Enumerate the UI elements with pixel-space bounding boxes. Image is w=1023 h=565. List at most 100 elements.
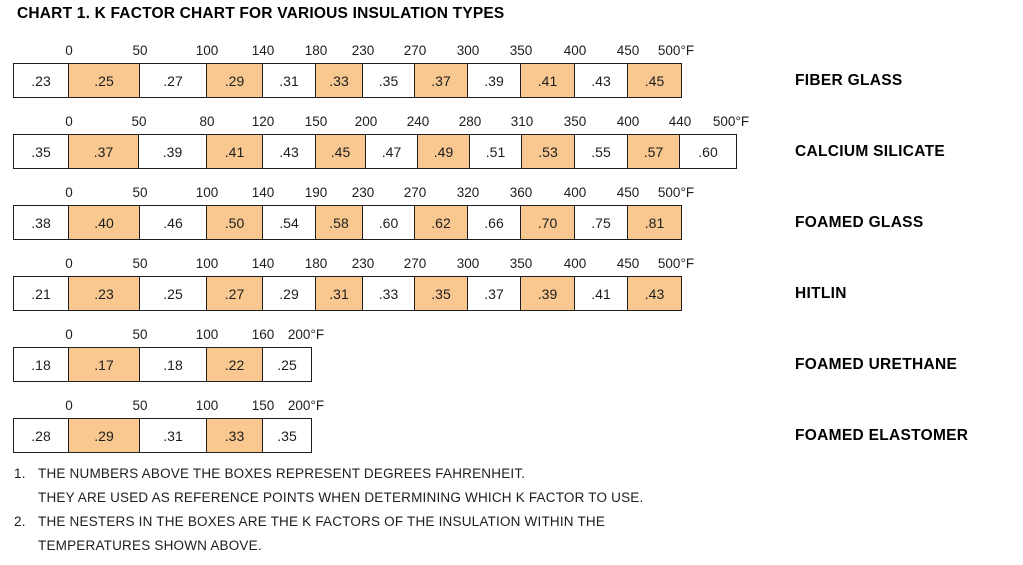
- temp-label: 100: [195, 256, 219, 271]
- kfactor-cell: .17: [68, 347, 140, 382]
- kfactor-cell: .75: [574, 205, 628, 240]
- temp-label: 0: [65, 185, 73, 200]
- temp-label: 230: [351, 43, 375, 58]
- kfactor-boxes: .35.37.39.41.43.45.47.49.51.53.55.57.60: [13, 134, 737, 169]
- kfactor-cell: .43: [627, 276, 682, 311]
- temp-label: 400: [563, 43, 587, 58]
- temp-label: 320: [456, 185, 480, 200]
- temp-label: 150: [304, 114, 328, 129]
- chart-notes: 1. THE NUMBERS ABOVE THE BOXES REPRESENT …: [14, 462, 643, 558]
- temp-label: 180: [304, 43, 328, 58]
- temp-label: 360: [509, 185, 533, 200]
- temp-scale: 0 50 100 140 180 230 270 300 350 400 450 500°F: [13, 255, 694, 272]
- temp-label: 450: [616, 185, 640, 200]
- kfactor-cell: .43: [574, 63, 628, 98]
- kfactor-cell: .41: [206, 134, 263, 169]
- kfactor-cell: .62: [414, 205, 468, 240]
- kfactor-cell: .51: [469, 134, 522, 169]
- note-lines: THE NUMBERS ABOVE THE BOXES REPRESENT DE…: [38, 462, 643, 509]
- insulation-type-label: FOAMED GLASS: [795, 213, 924, 231]
- kfactor-cell: .33: [315, 63, 363, 98]
- kfactor-cell: .18: [13, 347, 69, 382]
- kfactor-cell: .38: [13, 205, 69, 240]
- note-number: 1.: [14, 466, 26, 481]
- kfactor-cell: .22: [206, 347, 263, 382]
- kfactor-cell: .33: [362, 276, 415, 311]
- kfactor-cell: .23: [13, 63, 69, 98]
- temp-label: 310: [510, 114, 534, 129]
- kfactor-cell: .47: [365, 134, 418, 169]
- temp-label: 300: [456, 43, 480, 58]
- kfactor-cell: .57: [627, 134, 680, 169]
- temp-label: 230: [351, 256, 375, 271]
- temp-label: 50: [132, 256, 148, 271]
- temp-label: 450: [616, 256, 640, 271]
- chart-title: CHART 1. K FACTOR CHART FOR VARIOUS INSU…: [17, 5, 505, 22]
- temp-label: 100: [195, 327, 219, 342]
- temp-scale: 0 50 80 120 150 200 240 280 310 350 400 440 500°F: [13, 113, 749, 130]
- kfactor-cell: .53: [521, 134, 575, 169]
- temp-label: 50: [132, 185, 148, 200]
- temp-label: 0: [65, 43, 73, 58]
- note-item: 2. THE NESTERS IN THE BOXES ARE THE K FAC…: [14, 510, 643, 557]
- kfactor-cell: .60: [362, 205, 415, 240]
- kfactor-cell: .41: [574, 276, 628, 311]
- temp-label: 440: [668, 114, 692, 129]
- temp-label: 100: [195, 398, 219, 413]
- temp-label: 350: [509, 43, 533, 58]
- kfactor-cell: .70: [520, 205, 575, 240]
- kfactor-cell: .58: [315, 205, 363, 240]
- kfactor-cell: .35: [362, 63, 415, 98]
- kfactor-cell: .41: [520, 63, 575, 98]
- temp-label: 0: [65, 114, 73, 129]
- temp-label: 190: [304, 185, 328, 200]
- temp-label: 500°F: [657, 256, 695, 271]
- kfactor-cell: .60: [679, 134, 737, 169]
- temp-label: 500°F: [657, 185, 695, 200]
- temp-scale: 0 50 100 140 190 230 270 320 360 400 450 500°F: [13, 184, 694, 201]
- kfactor-cell: .27: [206, 276, 263, 311]
- kfactor-cell: .40: [68, 205, 140, 240]
- temp-label: 160: [251, 327, 275, 342]
- insulation-type-label: HITLIN: [795, 284, 847, 302]
- temp-label: 400: [563, 185, 587, 200]
- temp-label: 180: [304, 256, 328, 271]
- temp-label: 0: [65, 398, 73, 413]
- temp-label: 50: [132, 43, 148, 58]
- kfactor-cell: .66: [467, 205, 521, 240]
- temp-label: 140: [251, 43, 275, 58]
- temp-label: 150: [251, 398, 275, 413]
- temp-label: 350: [563, 114, 587, 129]
- insulation-type-label: FOAMED URETHANE: [795, 355, 958, 373]
- temp-label: 80: [199, 114, 215, 129]
- kfactor-boxes: .21.23.25.27.29.31.33.35.37.39.41.43: [13, 276, 682, 311]
- note-item: 1. THE NUMBERS ABOVE THE BOXES REPRESENT …: [14, 462, 643, 509]
- temp-label: 140: [251, 185, 275, 200]
- kfactor-cell: .50: [206, 205, 263, 240]
- note-lines: THE NESTERS IN THE BOXES ARE THE K FACTO…: [38, 510, 643, 557]
- temp-label: 140: [251, 256, 275, 271]
- temp-label: 0: [65, 256, 73, 271]
- kfactor-cell: .37: [467, 276, 521, 311]
- note-line: THE NUMBERS ABOVE THE BOXES REPRESENT DE…: [38, 466, 526, 481]
- kfactor-boxes: .23.25.27.29.31.33.35.37.39.41.43.45: [13, 63, 682, 98]
- temp-label: 200°F: [287, 398, 325, 413]
- insulation-type-label: CALCIUM SILICATE: [795, 142, 946, 160]
- temp-label: 240: [406, 114, 430, 129]
- kfactor-cell: .28: [13, 418, 69, 453]
- kfactor-cell: .25: [139, 276, 207, 311]
- temp-label: 450: [616, 43, 640, 58]
- kfactor-cell: .18: [139, 347, 207, 382]
- temp-label: 200: [354, 114, 378, 129]
- kfactor-cell: .46: [139, 205, 207, 240]
- temp-scale: 0 50 100 150 200°F: [13, 397, 324, 414]
- kfactor-cell: .54: [262, 205, 316, 240]
- kfactor-cell: .45: [315, 134, 366, 169]
- kfactor-cell: .39: [520, 276, 575, 311]
- note-number: 2.: [14, 514, 26, 530]
- temp-label: 230: [351, 185, 375, 200]
- insulation-type-label: FOAMED ELASTOMER: [795, 426, 969, 444]
- insulation-type-label: FIBER GLASS: [795, 71, 903, 89]
- temp-label: 120: [251, 114, 275, 129]
